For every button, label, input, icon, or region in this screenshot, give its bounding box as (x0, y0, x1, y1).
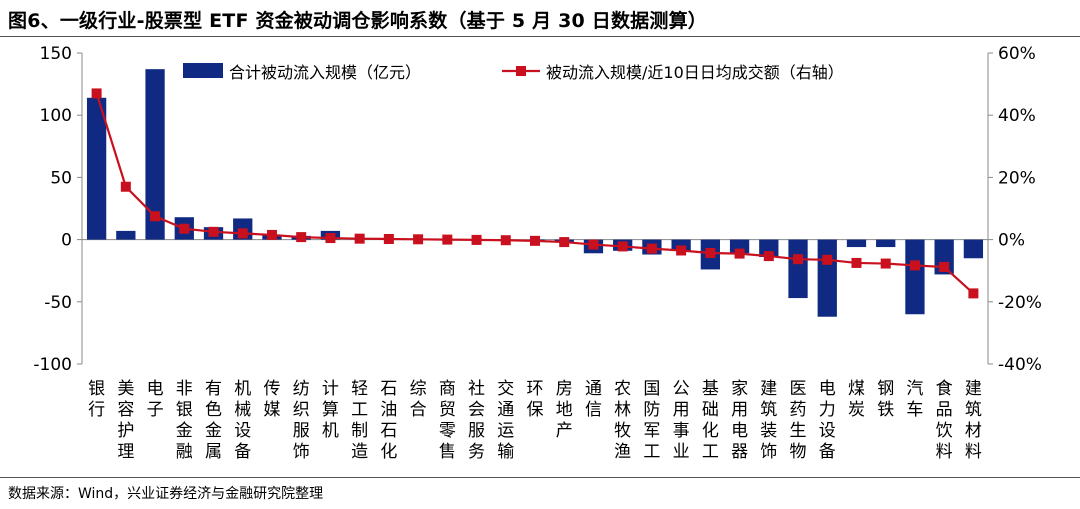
category-label: 房地产 (556, 379, 573, 441)
line-marker-钢铁 (880, 258, 891, 269)
category-label: 公用事业 (673, 379, 690, 462)
category-label: 社会服务 (468, 379, 485, 462)
line-marker-非银金融 (179, 223, 190, 234)
bar-钢铁 (876, 239, 896, 248)
category-label: 建筑材料 (965, 379, 982, 462)
category-label: 通信 (585, 379, 602, 420)
category-label: 电力设备 (819, 379, 836, 462)
category-label: 计算机 (322, 379, 339, 441)
bar-银行 (86, 97, 107, 240)
legend: 合计被动流入规模（亿元） 被动流入规模/近10日日均成交额（右轴） (183, 63, 844, 82)
line-marker-食品饮料 (939, 261, 950, 272)
line-marker-银行 (91, 88, 102, 99)
line-marker-机械设备 (237, 228, 248, 239)
line-marker-煤炭 (851, 257, 862, 268)
line-marker-美容护理 (120, 181, 131, 192)
right-tick-label: 60% (998, 44, 1036, 64)
chart: -100 -50 0 50 100 150 -40% -20% 0% 20% 40% 60% 银行美容… (33, 44, 1042, 462)
line-series (91, 88, 979, 299)
line-marker-石油石化 (383, 233, 394, 244)
legend-bar-swatch (183, 63, 223, 78)
line-marker-电力设备 (822, 254, 833, 265)
category-label: 交通运输 (497, 379, 514, 462)
line-marker-房地产 (559, 237, 570, 248)
category-label: 石油石化 (380, 379, 397, 462)
right-tick-label: -40% (998, 355, 1042, 375)
category-label: 煤炭 (848, 379, 865, 420)
left-tick-label: 100 (40, 106, 72, 126)
line-marker-基础化工 (705, 247, 716, 258)
line-marker-综合 (413, 234, 424, 245)
left-tick-label: -50 (44, 293, 72, 313)
source-note: 数据来源：Wind，兴业证券经济与金融研究院整理 (8, 486, 324, 502)
line-marker-建筑装饰 (763, 251, 774, 262)
line-marker-计算机 (325, 233, 336, 244)
category-label: 综合 (410, 379, 427, 420)
category-label: 银行 (88, 379, 105, 420)
right-tick-label: -20% (998, 293, 1042, 313)
bar-电子 (145, 69, 165, 240)
right-tick-label: 20% (998, 168, 1036, 188)
left-tick-label: 50 (50, 168, 72, 188)
right-tick-label: 0% (998, 231, 1025, 251)
category-label: 家用电器 (731, 379, 748, 462)
line-marker-建筑材料 (968, 288, 979, 299)
line-marker-医药生物 (793, 254, 804, 265)
left-tick-label: 150 (40, 44, 72, 64)
category-label: 传媒 (263, 379, 280, 420)
category-label: 建筑装饰 (760, 379, 777, 462)
category-label: 基础化工 (702, 379, 719, 462)
bar-公用事业 (671, 239, 691, 251)
title-divider (0, 36, 1080, 37)
bar-电力设备 (817, 239, 837, 317)
axes: -100 -50 0 50 100 150 -40% -20% 0% 20% 40% 60% (33, 44, 1042, 375)
category-label: 纺织服饰 (293, 379, 310, 462)
line-marker-环保 (530, 235, 540, 246)
category-label: 食品饮料 (936, 379, 953, 462)
category-label: 国防军工 (643, 379, 660, 462)
category-label: 钢铁 (877, 379, 894, 420)
category-label: 环保 (527, 379, 544, 420)
line-path (95, 93, 975, 295)
line-marker-农林牧渔 (617, 241, 628, 252)
left-tick-label: -100 (33, 355, 72, 375)
line-marker-有色金属 (208, 226, 219, 237)
left-tick-label: 0 (61, 231, 72, 251)
category-label: 电子 (147, 379, 164, 420)
line-marker-电子 (150, 211, 161, 222)
right-tick-label: 40% (998, 106, 1036, 126)
bar-美容护理 (116, 230, 136, 240)
line-marker-纺织服饰 (296, 232, 307, 243)
chart-title: 图6、一级行业-股票型 ETF 资金被动调仓影响系数（基于 5 月 30 日数据… (8, 10, 707, 32)
category-label: 汽车 (906, 379, 923, 420)
category-label: 医药生物 (790, 379, 807, 462)
category-label: 非银金融 (176, 379, 193, 462)
bar-series (86, 69, 984, 317)
bar-建筑材料 (963, 239, 984, 259)
legend-line-marker (516, 66, 526, 76)
line-marker-商贸零售 (442, 234, 453, 245)
line-marker-汽车 (909, 260, 920, 271)
category-label: 美容护理 (117, 379, 134, 462)
category-labels: 银行美容护理电子非银金融有色金属机械设备传媒纺织服饰计算机轻工制造石油石化综合商… (88, 379, 982, 462)
bar-煤炭 (846, 239, 867, 248)
line-marker-国防军工 (646, 243, 657, 254)
line-marker-传媒 (266, 229, 277, 240)
category-label: 机械设备 (234, 379, 251, 462)
category-label: 商贸零售 (439, 379, 456, 462)
legend-line-label: 被动流入规模/近10日日均成交额（右轴） (546, 63, 844, 82)
line-marker-通信 (588, 239, 599, 250)
line-marker-社会服务 (471, 234, 482, 245)
line-marker-公用事业 (676, 245, 687, 256)
legend-bar-label: 合计被动流入规模（亿元） (229, 63, 421, 82)
line-marker-家用电器 (734, 248, 745, 259)
category-label: 农林牧渔 (614, 379, 631, 462)
footer-divider (0, 477, 1080, 478)
category-label: 有色金属 (205, 379, 222, 462)
category-label: 轻工制造 (351, 379, 368, 462)
bar-医药生物 (788, 239, 808, 299)
line-marker-轻工制造 (354, 233, 365, 244)
bar-汽车 (905, 239, 925, 315)
line-marker-交通运输 (500, 235, 511, 246)
